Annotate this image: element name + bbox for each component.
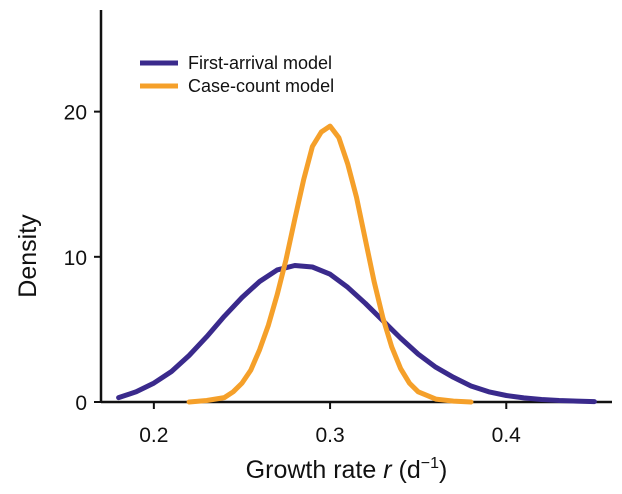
legend-label: Case-count model [188,76,334,96]
x-axis-title: Growth rate r (d−1) [246,455,448,484]
x-axis-title-sup: −1 [421,455,439,472]
axes [99,10,612,404]
x-tick-label: 0.3 [315,424,344,447]
x-axis-title-close: ) [439,456,447,484]
legend: First-arrival model Case-count model [140,53,334,96]
x-axis-title-variable: r [383,456,393,484]
y-tick-label: 20 [64,102,87,125]
series-layer [116,123,597,405]
x-tick-label: 0.2 [139,424,168,447]
x-axis-title-prefix: Growth rate [246,456,384,484]
x-tick-label: 0.4 [492,424,522,447]
legend-label: First-arrival model [188,53,332,73]
x-axis-title-unit: (d [392,456,421,484]
series-line-first-arrival [116,263,597,405]
y-tick-label: 10 [64,247,87,270]
series-line-case-count [186,123,474,405]
y-tick-label: 0 [75,392,87,415]
y-ticks: 0 10 20 [64,102,101,415]
x-ticks: 0.2 0.3 0.4 [139,402,521,447]
y-axis-title: Density [14,214,42,298]
